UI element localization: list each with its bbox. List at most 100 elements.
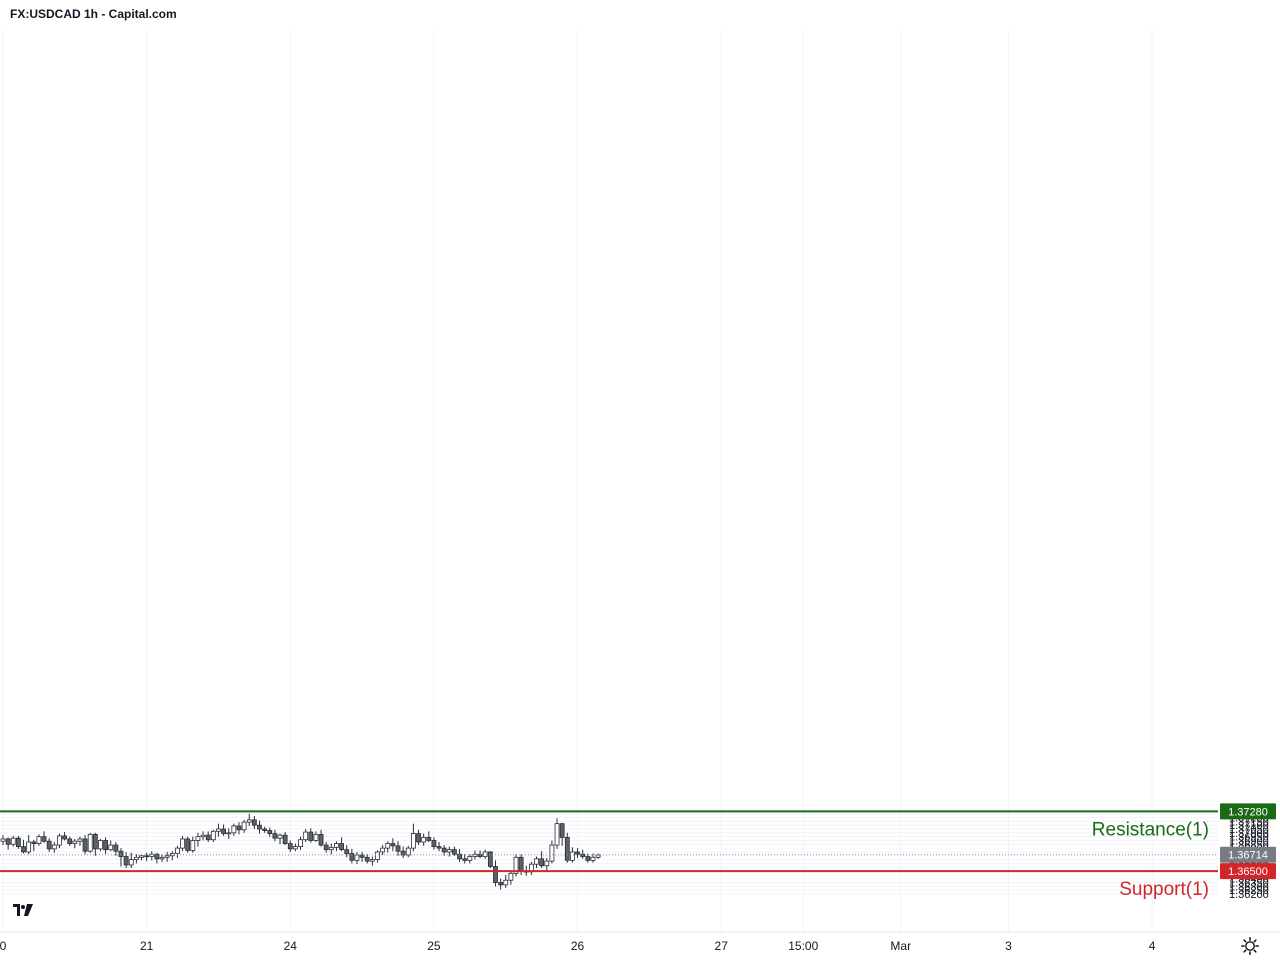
x-tick-label: 25 xyxy=(427,939,441,953)
candle-body-up xyxy=(57,835,62,846)
y-tick-label: 1.37100 xyxy=(1229,820,1269,832)
candle xyxy=(462,854,468,864)
candle-body-down xyxy=(585,856,591,861)
candle xyxy=(339,837,344,852)
candle xyxy=(180,835,185,852)
candle xyxy=(313,831,319,843)
candle-body-down xyxy=(236,825,242,831)
chart-grid xyxy=(0,30,1218,932)
candle-body-up xyxy=(139,855,144,858)
candle xyxy=(46,838,52,852)
candle-body-down xyxy=(349,853,355,861)
candle-body-down xyxy=(287,843,293,850)
time-axis[interactable]: 0 21 24 25 26 27 15:00 Mar 3 4 xyxy=(0,931,1280,953)
candle-body-up xyxy=(298,839,303,848)
candle-body-down xyxy=(416,833,421,843)
candle-body-up xyxy=(108,844,114,851)
candle-body-up xyxy=(98,840,103,850)
candle xyxy=(36,834,42,846)
candle-body-up xyxy=(369,859,375,862)
candle xyxy=(528,861,534,875)
candle xyxy=(380,845,386,856)
resistance-price-tag xyxy=(1220,803,1276,820)
candle xyxy=(5,837,11,850)
candle-body-down xyxy=(282,834,288,844)
candle-body-down xyxy=(539,858,545,867)
candle xyxy=(303,829,309,843)
candle-body-down xyxy=(308,831,314,841)
candle xyxy=(498,878,504,890)
candle xyxy=(570,847,575,863)
candle xyxy=(221,824,226,836)
candle-body-up xyxy=(36,836,42,844)
candle-body-up xyxy=(595,854,601,858)
candle xyxy=(103,837,108,855)
candle-body-up xyxy=(87,833,93,852)
candle-body-down xyxy=(359,854,365,858)
candle-body-down xyxy=(400,850,406,856)
candle xyxy=(410,823,416,852)
candle-body-down xyxy=(21,846,26,853)
candle xyxy=(416,829,421,846)
candle xyxy=(539,851,545,869)
candle xyxy=(354,851,360,865)
candle-body-up xyxy=(246,819,252,823)
price-tags: 1.36714 1.37280 1.36500 xyxy=(1220,803,1276,880)
candle xyxy=(344,845,350,858)
candle xyxy=(226,828,232,839)
candle xyxy=(62,832,67,841)
candle-body-up xyxy=(210,830,216,841)
candle-body-down xyxy=(221,828,226,835)
candles-layer xyxy=(0,813,601,890)
candle xyxy=(277,833,283,845)
candle xyxy=(349,848,355,864)
candle xyxy=(359,851,365,862)
candle xyxy=(334,841,339,852)
candle xyxy=(87,832,93,853)
x-tick-label: Mar xyxy=(890,939,911,953)
candle-body-down xyxy=(431,840,437,848)
y-tick-label: 1.36250 xyxy=(1229,885,1269,897)
resistance-price-label: 1.37280 xyxy=(1228,806,1268,818)
candle xyxy=(267,827,273,837)
candle-body-up xyxy=(10,837,16,845)
candle xyxy=(503,874,509,888)
candle-body-down xyxy=(498,882,504,886)
candle-body-down xyxy=(364,856,370,862)
candle xyxy=(262,826,268,833)
candle xyxy=(564,832,570,863)
candle-body-down xyxy=(436,846,442,849)
candle xyxy=(595,853,601,859)
candle-body-up xyxy=(72,840,78,844)
candle-body-up xyxy=(226,832,232,835)
candle-body-up xyxy=(508,872,514,881)
candle xyxy=(554,818,560,849)
candle-body-down xyxy=(31,841,37,844)
x-tick-label: 15:00 xyxy=(788,939,818,953)
settings-gear-icon[interactable] xyxy=(1240,936,1260,956)
candle-body-down xyxy=(339,843,344,851)
candle-body-down xyxy=(262,828,268,831)
candle xyxy=(549,840,555,864)
x-tick-label: 27 xyxy=(715,939,729,953)
candle-body-down xyxy=(493,866,498,883)
candle-body-up xyxy=(293,846,298,850)
resistance-label: Resistance(1) xyxy=(1092,819,1209,840)
candle-body-up xyxy=(328,846,334,851)
candle-body-up xyxy=(380,847,386,853)
support-price-label: 1.36500 xyxy=(1228,866,1268,878)
candle-body-down xyxy=(251,819,257,826)
candle-body-down xyxy=(205,834,211,841)
candle xyxy=(118,848,124,867)
tradingview-logo[interactable] xyxy=(8,896,38,924)
candle xyxy=(67,836,73,846)
candle xyxy=(51,842,57,853)
x-tick-label: 4 xyxy=(1149,939,1156,953)
x-tick-label: 21 xyxy=(140,939,154,953)
candle-body-up xyxy=(180,838,185,849)
candle xyxy=(210,829,216,843)
candle-body-down xyxy=(123,856,129,866)
y-tick-label: 1.37050 xyxy=(1229,824,1269,836)
candle xyxy=(77,836,83,846)
